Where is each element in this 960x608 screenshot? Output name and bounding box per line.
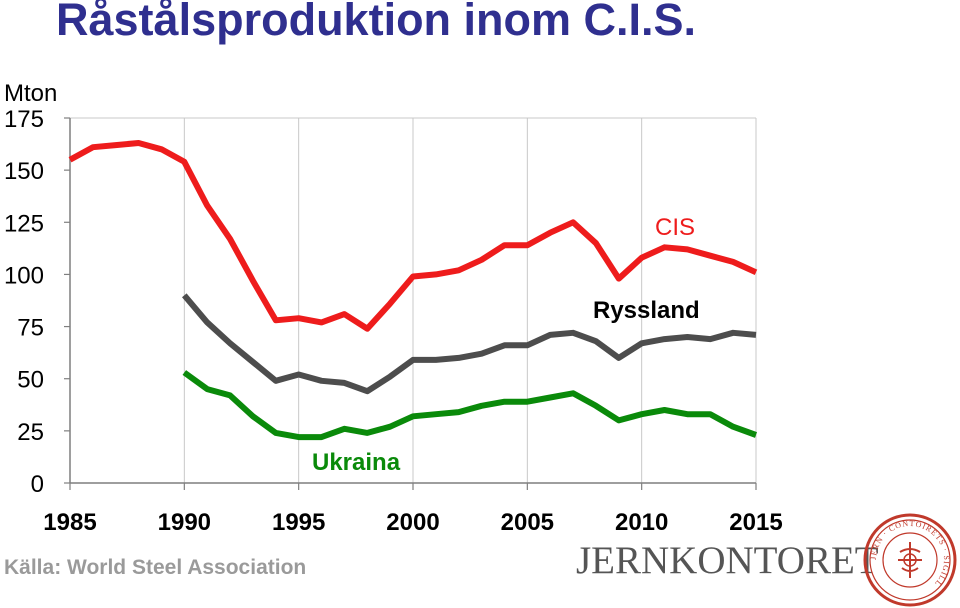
x-tick-label-2000: 2000 <box>386 509 439 536</box>
axes <box>64 117 757 490</box>
y-tick-label-175: 175 <box>4 106 44 133</box>
y-tick-label-100: 100 <box>4 262 44 289</box>
x-tick-label-1995: 1995 <box>272 509 325 536</box>
annotation-ukraina: Ukraina <box>312 449 401 476</box>
y-tick-label-25: 25 <box>17 419 44 446</box>
y-tick-label-125: 125 <box>4 210 44 237</box>
annotation-cis: CIS <box>655 214 695 241</box>
series-line-ryssland <box>182 293 757 395</box>
y-tick-label-0: 0 <box>31 471 44 498</box>
x-tick-label-2015: 2015 <box>729 509 782 536</box>
series-annotations: CIS Ryssland Ukraina <box>312 214 700 476</box>
seal-emblem: JERN · CONTOIRETS · SIGILL <box>863 513 957 607</box>
annotation-ryssland: Ryssland <box>593 297 700 324</box>
y-tick-label-75: 75 <box>17 315 44 342</box>
series-lines <box>68 140 758 441</box>
y-tick-label-50: 50 <box>17 367 44 394</box>
x-tick-label-1985: 1985 <box>43 509 96 536</box>
tick-labels: 0 25 50 75 100 125 150 175 1985 1990 1995 2000 2005 2… <box>4 106 783 536</box>
source-note: Källa: World Steel Association <box>4 556 307 579</box>
x-tick-label-2005: 2005 <box>501 509 554 536</box>
y-tick-label-150: 150 <box>4 158 44 185</box>
series-line-ukraina <box>182 370 758 441</box>
chart-title: Råstålsproduktion inom C.I.S. <box>56 0 697 45</box>
jernkontoret-logo: JERNKONTORET <box>576 539 879 582</box>
grid-lines <box>70 117 757 483</box>
series-line-cis <box>68 140 758 332</box>
x-tick-label-2010: 2010 <box>615 509 668 536</box>
x-tick-label-1990: 1990 <box>158 509 211 536</box>
y-axis-unit-label: Mton <box>4 80 58 107</box>
